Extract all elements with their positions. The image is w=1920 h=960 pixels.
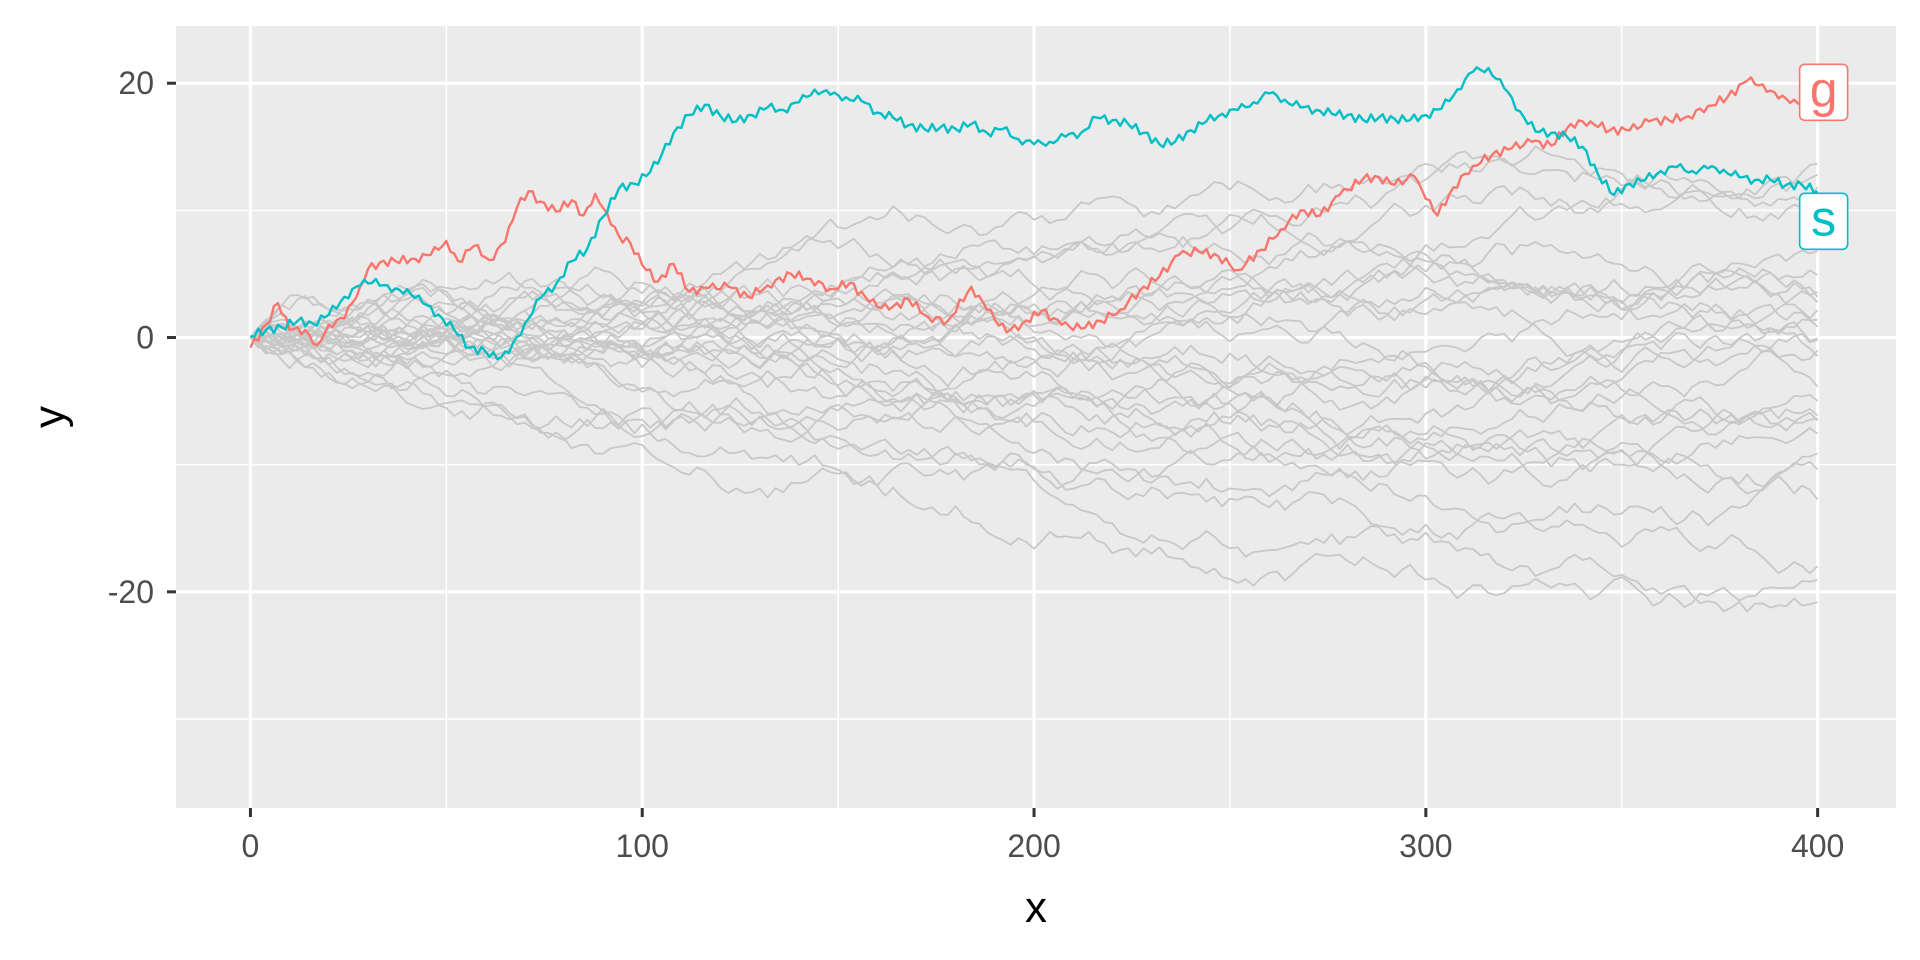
background-series-line [249, 240, 1819, 339]
background-series-line [249, 294, 1819, 467]
background-series-line [249, 287, 1818, 411]
background-series-line [249, 311, 1819, 395]
y-tick-label: 20 [118, 65, 154, 101]
end-label-box [1798, 192, 1849, 251]
axes: 0 100 200 300 400 -20 0 20 [108, 65, 1845, 864]
end-label-g: g [1798, 61, 1849, 122]
background-series-line [249, 324, 1819, 488]
x-tick-label: 300 [1399, 828, 1452, 864]
x-tick-label: 100 [616, 828, 669, 864]
background-series-line [249, 282, 1819, 378]
series-end-labels: gs [1798, 61, 1849, 251]
x-tick-label: 400 [1791, 828, 1844, 864]
series-line-s [250, 66, 1819, 361]
end-label-box [1798, 63, 1849, 122]
grid-lines [176, 26, 1896, 808]
background-series-line [249, 268, 1818, 339]
end-label-text: s [1811, 190, 1836, 246]
background-series-line [249, 322, 1819, 541]
x-tick-label: 0 [242, 828, 260, 864]
highlighted-series-group [249, 66, 1819, 361]
background-series-line [250, 234, 1819, 348]
background-series-line [249, 336, 1819, 575]
y-axis-title: y [25, 406, 74, 428]
background-series-line [250, 268, 1819, 407]
y-tick-label: 0 [136, 320, 154, 356]
background-series-line [249, 325, 1819, 436]
background-series-line [249, 334, 1818, 495]
end-label-s: s [1798, 190, 1849, 251]
y-tick-label: -20 [108, 574, 154, 610]
series-line-g [249, 76, 1819, 349]
x-axis-title: x [1025, 883, 1047, 932]
background-series-line [250, 162, 1818, 349]
background-series-line [249, 178, 1819, 339]
background-series-line [250, 145, 1818, 346]
background-series-line [249, 239, 1819, 347]
x-tick-label: 200 [1007, 828, 1060, 864]
end-label-text: g [1810, 61, 1838, 117]
